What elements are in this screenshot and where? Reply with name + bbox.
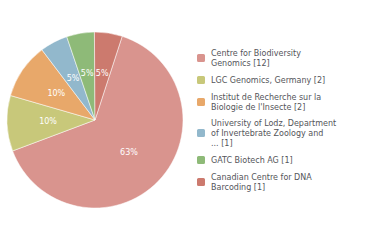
svg-text:Centre for Biodiversity: Centre for Biodiversity bbox=[211, 49, 301, 58]
svg-text:63%: 63% bbox=[120, 148, 138, 157]
svg-text:Canadian Centre for DNA: Canadian Centre for DNA bbox=[211, 173, 312, 182]
svg-text:... [1]: ... [1] bbox=[211, 139, 233, 148]
svg-text:10%: 10% bbox=[47, 89, 65, 98]
svg-text:Barcoding [1]: Barcoding [1] bbox=[211, 183, 265, 192]
svg-text:5%: 5% bbox=[81, 69, 94, 78]
svg-text:of Invertebrate Zoology and: of Invertebrate Zoology and bbox=[211, 129, 323, 138]
svg-text:Institut de Recherche sur la: Institut de Recherche sur la bbox=[211, 93, 321, 102]
svg-text:10%: 10% bbox=[39, 117, 57, 126]
svg-text:University of Lodz, Department: University of Lodz, Department bbox=[211, 119, 336, 128]
svg-text:Biologie de l'Insecte [2]: Biologie de l'Insecte [2] bbox=[211, 103, 305, 112]
svg-text:5%: 5% bbox=[96, 69, 109, 78]
svg-text:5%: 5% bbox=[67, 74, 80, 83]
svg-text:Genomics [12]: Genomics [12] bbox=[211, 59, 270, 68]
svg-text:LGC Genomics, Germany [2]: LGC Genomics, Germany [2] bbox=[211, 76, 325, 85]
svg-text:GATC Biotech AG [1]: GATC Biotech AG [1] bbox=[211, 156, 293, 165]
